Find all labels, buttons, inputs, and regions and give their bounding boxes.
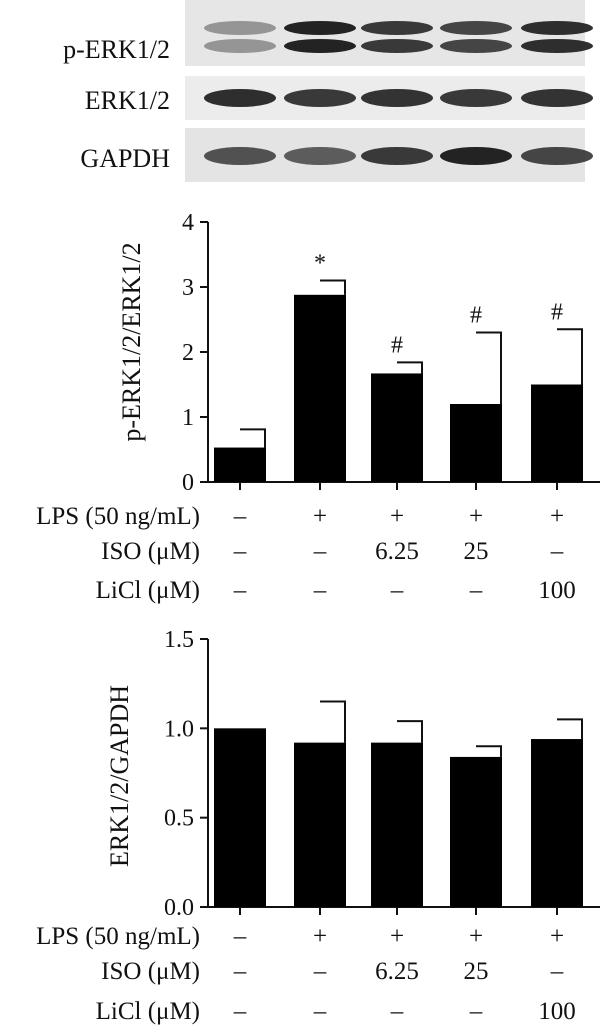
y-tick-label: 0.5 bbox=[164, 806, 194, 832]
blot-band bbox=[204, 39, 276, 53]
blot-band bbox=[284, 147, 356, 165]
y-tick-label: 2 bbox=[182, 340, 194, 366]
condition-cell: 25 bbox=[464, 958, 489, 985]
blot-bands bbox=[204, 21, 593, 165]
blot-band bbox=[284, 39, 356, 53]
condition-cell: + bbox=[390, 503, 404, 530]
blot-band bbox=[521, 39, 593, 53]
bar bbox=[294, 294, 346, 482]
y-tick-label: 0 bbox=[182, 470, 194, 496]
blot-band bbox=[361, 21, 433, 35]
condition-row-label: LiCl (μM) bbox=[96, 577, 200, 604]
condition-row-label: ISO (μM) bbox=[101, 538, 200, 565]
condition-cell: – bbox=[233, 958, 247, 985]
bar bbox=[531, 384, 583, 482]
condition-row-label: LiCl (μM) bbox=[96, 998, 200, 1025]
blot-band bbox=[521, 21, 593, 35]
chart2-bars bbox=[214, 700, 583, 915]
blot-band bbox=[440, 147, 512, 165]
chart2-y-axis-label: ERK1/2/GAPDH bbox=[105, 685, 134, 867]
blot-label-p-erk: p-ERK1/2 bbox=[63, 35, 170, 64]
condition-cell: 25 bbox=[464, 538, 489, 565]
bar bbox=[450, 756, 502, 907]
condition-cell: – bbox=[313, 958, 327, 985]
significance-mark: # bbox=[470, 303, 482, 329]
bar bbox=[214, 728, 266, 907]
condition-cell: + bbox=[390, 923, 404, 950]
condition-cell: 100 bbox=[538, 998, 576, 1025]
condition-cell: – bbox=[390, 577, 404, 604]
blot-band bbox=[284, 89, 356, 107]
condition-cell: + bbox=[550, 503, 564, 530]
condition-cell: – bbox=[390, 998, 404, 1025]
western-blot-panel: p-ERK1/2 ERK1/2 GAPDH bbox=[63, 0, 593, 182]
condition-cell: – bbox=[469, 998, 483, 1025]
blot-band bbox=[440, 39, 512, 53]
condition-row-label: ISO (μM) bbox=[101, 958, 200, 985]
chart1-condition-table: LPS (50 ng/mL) – + + + + ISO (μM) – – 6.25 25 – LiCl… bbox=[36, 503, 576, 604]
blot-band bbox=[204, 89, 276, 107]
condition-cell: – bbox=[550, 538, 564, 565]
y-tick-label: 0.0 bbox=[164, 895, 194, 921]
condition-cell: – bbox=[313, 998, 327, 1025]
condition-cell: – bbox=[469, 577, 483, 604]
condition-cell: + bbox=[313, 503, 327, 530]
chart2-y-ticks: 0.0 0.5 1.0 1.5 bbox=[164, 627, 208, 921]
bar bbox=[371, 742, 423, 907]
chart1-bars: * # # # bbox=[214, 251, 583, 490]
significance-mark: # bbox=[391, 332, 403, 358]
chart1-y-axis-label: p-ERK1/2/ERK1/2 bbox=[117, 242, 146, 441]
significance-mark: # bbox=[551, 299, 563, 325]
blot-band bbox=[440, 89, 512, 107]
bar bbox=[214, 447, 266, 482]
blot-band bbox=[361, 147, 433, 165]
condition-cell: – bbox=[233, 503, 247, 530]
chart1-y-ticks: 0 1 2 3 4 bbox=[182, 210, 208, 496]
condition-cell: – bbox=[233, 923, 247, 950]
y-tick-label: 1 bbox=[182, 405, 194, 431]
blot-band bbox=[361, 89, 433, 107]
y-tick-label: 1.0 bbox=[164, 716, 194, 742]
condition-cell: – bbox=[233, 577, 247, 604]
blot-label-erk: ERK1/2 bbox=[85, 86, 170, 115]
condition-cell: + bbox=[550, 923, 564, 950]
blot-band bbox=[284, 21, 356, 35]
condition-row-label: LPS (50 ng/mL) bbox=[36, 923, 200, 950]
condition-cell: + bbox=[469, 503, 483, 530]
condition-row-label: LPS (50 ng/mL) bbox=[36, 503, 200, 530]
chart2-condition-table: LPS (50 ng/mL) – + + + + ISO (μM) – – 6.25 25 – LiCl… bbox=[36, 923, 576, 1025]
bar bbox=[531, 739, 583, 907]
blot-band bbox=[361, 39, 433, 53]
condition-cell: – bbox=[313, 577, 327, 604]
blot-band bbox=[521, 89, 593, 107]
condition-cell: – bbox=[233, 538, 247, 565]
condition-cell: – bbox=[550, 958, 564, 985]
blot-band bbox=[521, 147, 593, 165]
condition-cell: + bbox=[313, 923, 327, 950]
condition-cell: 6.25 bbox=[375, 538, 419, 565]
blot-band bbox=[440, 21, 512, 35]
bar bbox=[450, 404, 502, 482]
chart-erk-gapdh-ratio: ERK1/2/GAPDH 0.0 0.5 1.0 1.5 LPS (50 ng/mL)… bbox=[36, 627, 600, 1025]
blot-label-gapdh: GAPDH bbox=[80, 144, 170, 173]
condition-cell: + bbox=[469, 923, 483, 950]
condition-cell: – bbox=[233, 998, 247, 1025]
y-tick-label: 1.5 bbox=[164, 627, 194, 653]
condition-cell: 6.25 bbox=[375, 958, 419, 985]
bar bbox=[294, 742, 346, 907]
condition-cell: – bbox=[313, 538, 327, 565]
blot-band bbox=[204, 21, 276, 35]
condition-cell: 100 bbox=[538, 577, 576, 604]
blot-band bbox=[204, 147, 276, 165]
y-tick-label: 4 bbox=[182, 210, 194, 236]
bar bbox=[371, 373, 423, 482]
y-tick-label: 3 bbox=[182, 275, 194, 301]
chart-p-erk-ratio: p-ERK1/2/ERK1/2 0 1 2 3 4 * # # # LPS (50 ng/mL… bbox=[36, 210, 600, 604]
significance-mark: * bbox=[314, 251, 326, 277]
